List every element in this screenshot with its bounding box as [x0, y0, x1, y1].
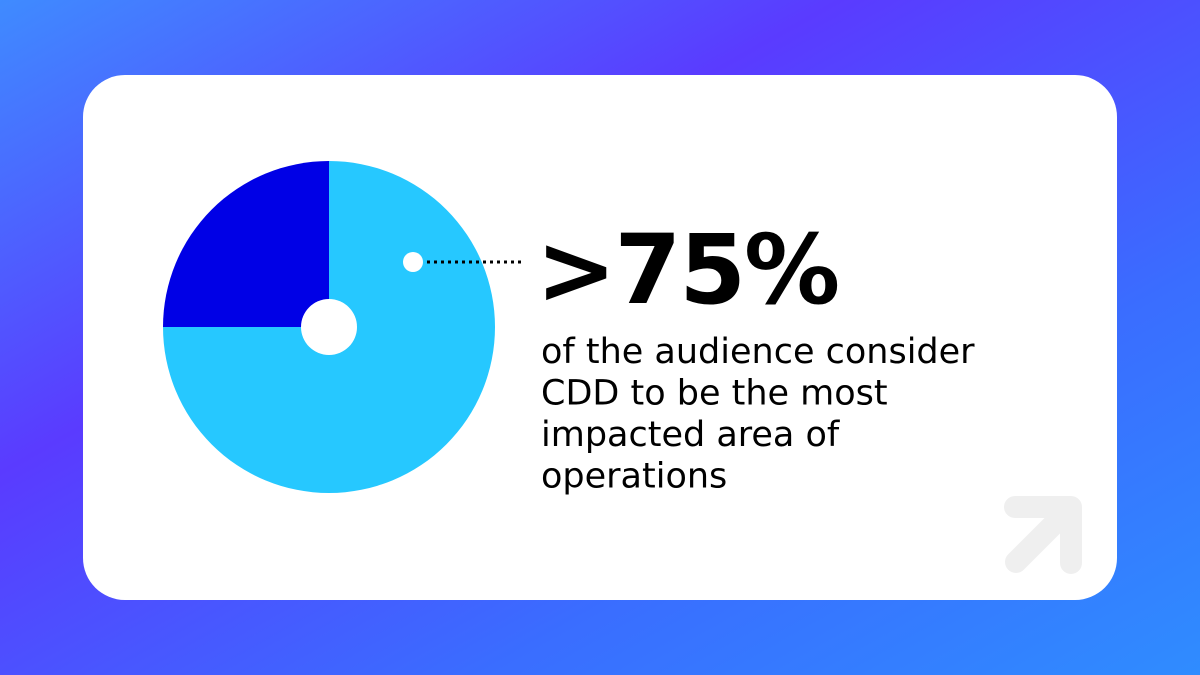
- annotation-line: CDD to be the most: [541, 374, 888, 414]
- pie-hole: [301, 299, 357, 355]
- pie: [163, 161, 495, 493]
- annotation-line: operations: [541, 457, 727, 497]
- annotation-line: impacted area of: [541, 415, 840, 455]
- arrow-icon: [1004, 496, 1082, 574]
- annotation-line: of the audience consider: [541, 332, 975, 372]
- callout-dot: [403, 252, 423, 272]
- value-label: >75%: [536, 214, 838, 326]
- pie-slice: [163, 161, 329, 327]
